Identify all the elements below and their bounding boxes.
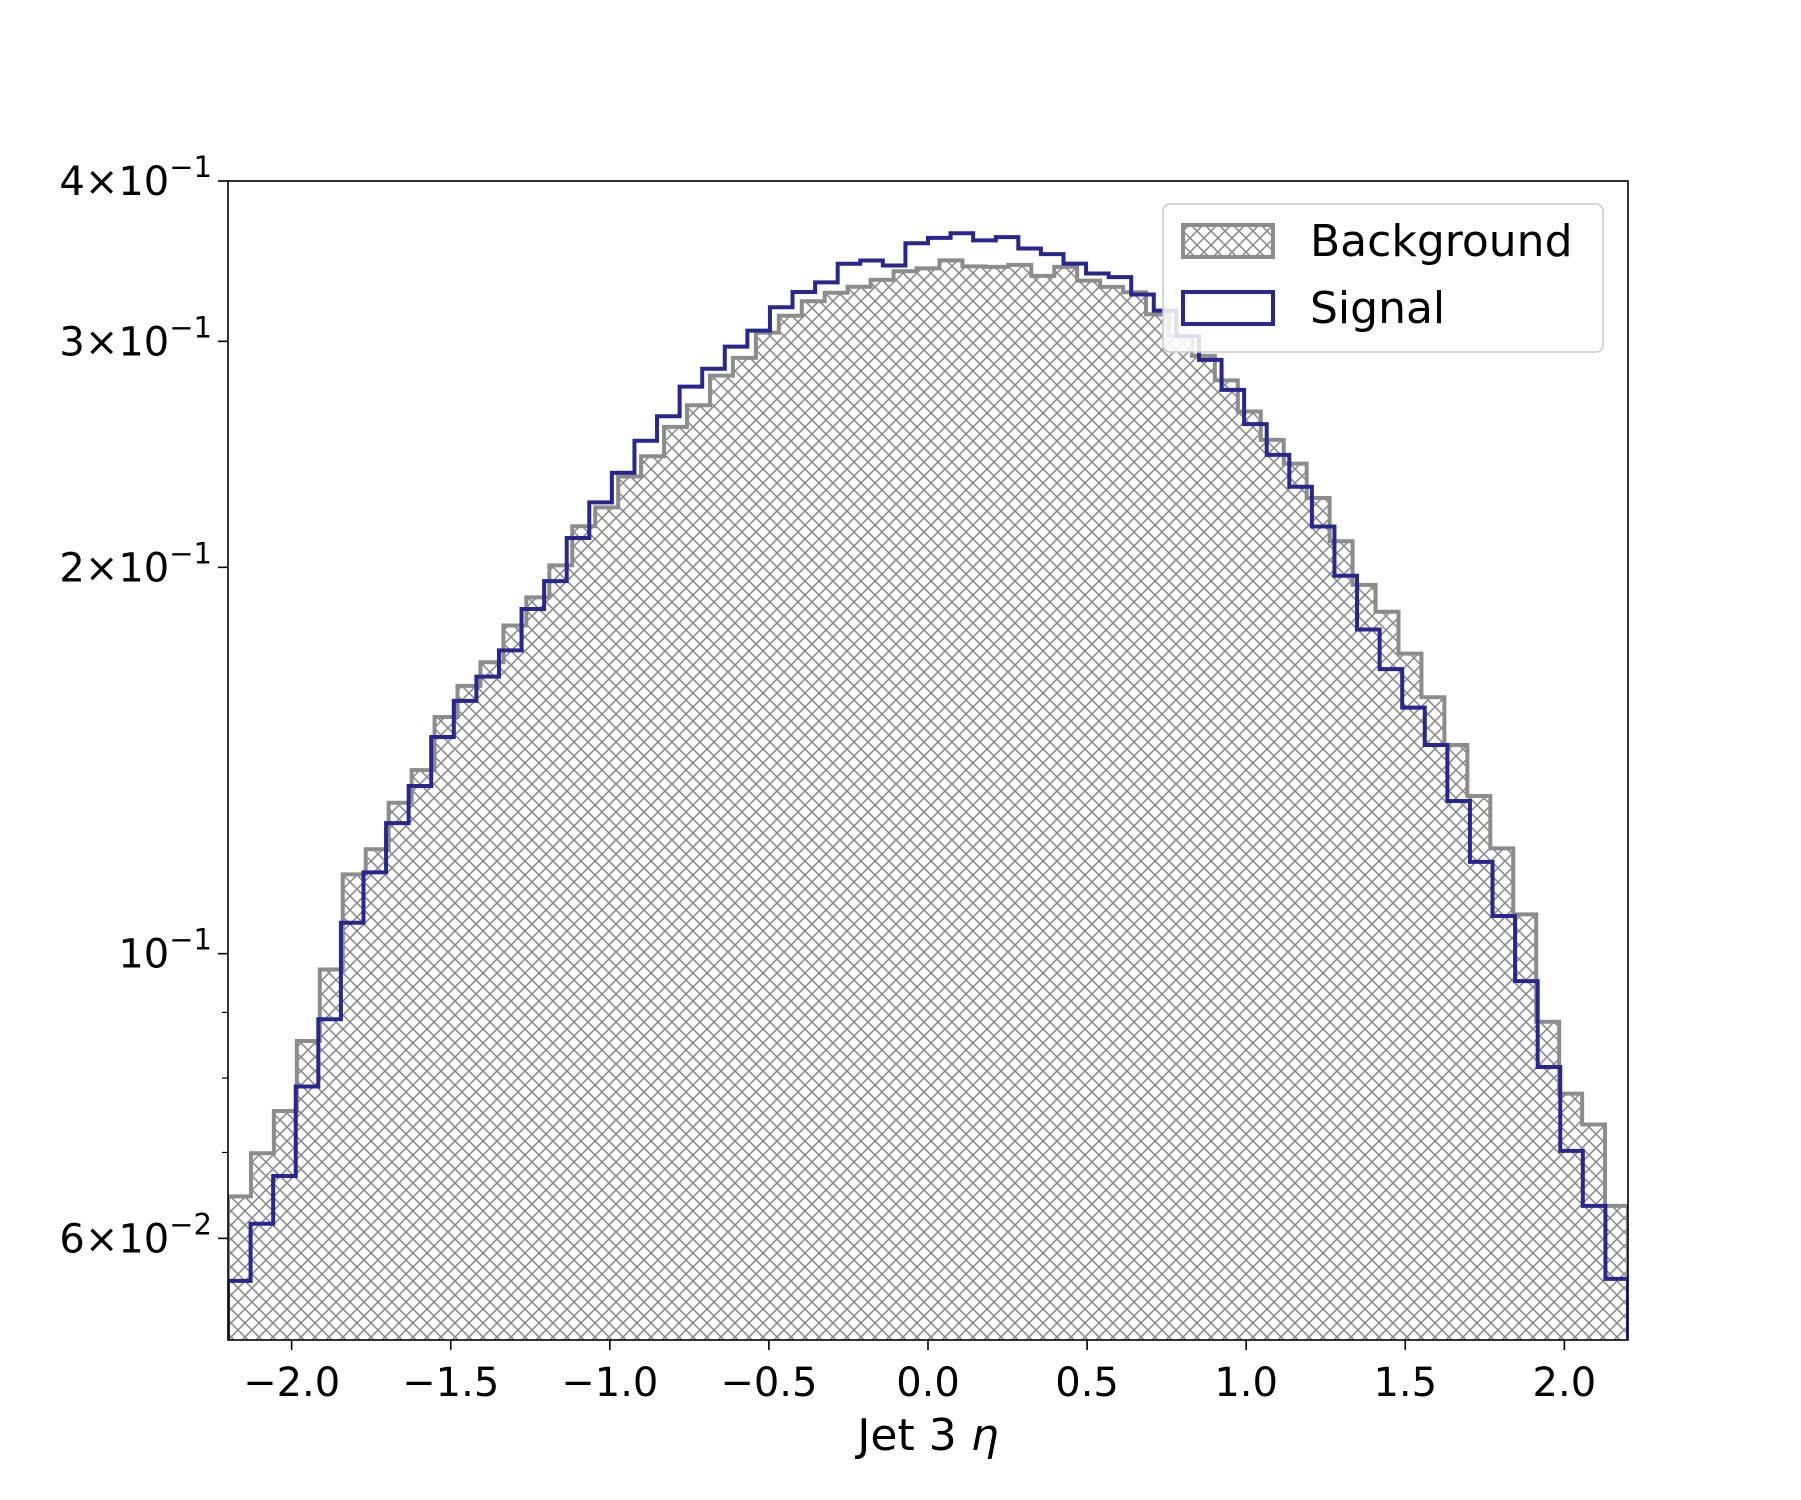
x-tick-label: 1.5 [1373, 1360, 1437, 1406]
histogram-layer [228, 231, 1628, 1340]
series-signal-step [228, 231, 1628, 1340]
series-background-step [228, 258, 1628, 1340]
x-tick-label: −1.5 [402, 1360, 499, 1406]
y-tick-label: 3×10−1 [59, 310, 212, 365]
x-tick-label: 1.0 [1214, 1360, 1278, 1406]
x-tick-label: 0.5 [1055, 1360, 1119, 1406]
x-axis-ticks: −2.0 −1.5 −1.0 −0.5 0.0 0.5 1.0 1.5 2.0 [243, 1340, 1596, 1406]
x-tick-label: −2.0 [243, 1360, 340, 1406]
legend: Background Signal [1162, 203, 1604, 353]
y-axis-ticks: 4×10−1 3×10−1 2×10−1 10−1 6×10−2 [59, 150, 228, 1262]
y-tick-label: 2×10−1 [59, 536, 212, 591]
legend-label-signal: Signal [1310, 283, 1445, 334]
y-tick-label: 6×10−2 [59, 1207, 212, 1262]
x-tick-label: −1.0 [561, 1360, 658, 1406]
legend-swatch-background [1181, 223, 1275, 259]
x-tick-label: 2.0 [1533, 1360, 1597, 1406]
y-tick-label: 10−1 [118, 923, 212, 978]
x-axis-label: Jet 3 η [854, 1410, 998, 1461]
x-tick-label: 0.0 [896, 1360, 960, 1406]
legend-swatch-signal [1181, 290, 1275, 326]
x-tick-label: −0.5 [720, 1360, 817, 1406]
legend-label-background: Background [1310, 216, 1573, 267]
y-tick-label: 4×10−1 [59, 150, 212, 205]
